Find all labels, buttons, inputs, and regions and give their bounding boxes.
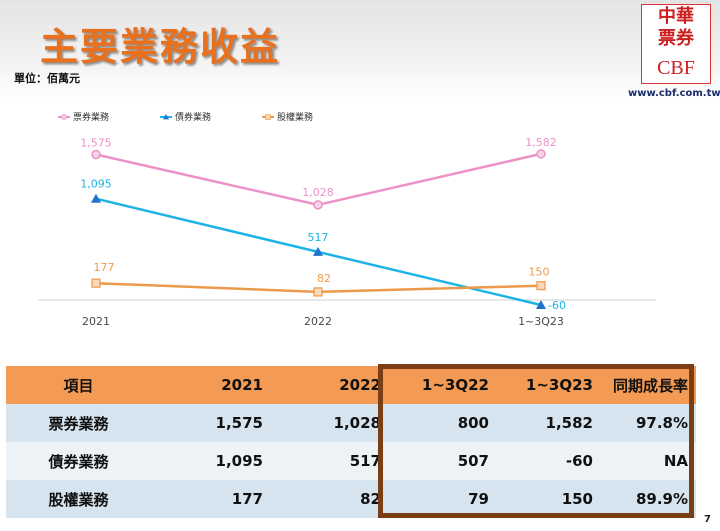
x-tick-label: 2022 bbox=[304, 315, 332, 328]
table-cell: 債券業務 bbox=[6, 442, 151, 480]
header-2022: 2022 bbox=[271, 366, 389, 404]
logo-english: CBF bbox=[657, 57, 695, 79]
legend-entry: 票券業務 bbox=[73, 111, 109, 123]
series-markers bbox=[91, 149, 546, 309]
table-row: 股權業務 177 82 79 150 89.9% bbox=[6, 480, 696, 518]
table-cell: 股權業務 bbox=[6, 480, 151, 518]
table-cell: -60 bbox=[497, 442, 601, 480]
chart-legend: 票券業務 債券業務 股權業務 bbox=[58, 111, 313, 123]
table-row: 債券業務 1,095 517 507 -60 NA bbox=[6, 442, 696, 480]
table-cell: 507 bbox=[389, 442, 497, 480]
data-point bbox=[313, 200, 323, 210]
data-label: 150 bbox=[529, 266, 550, 279]
table-cell: 82 bbox=[271, 480, 389, 518]
legend-entry: 股權業務 bbox=[277, 111, 313, 123]
unit-label: 單位：佰萬元 bbox=[14, 72, 80, 85]
table-row: 票券業務 1,575 1,028 800 1,582 97.8% bbox=[6, 404, 696, 442]
table-cell: 177 bbox=[151, 480, 271, 518]
logo-chinese-line2: 票券 bbox=[658, 28, 694, 49]
header-2021: 2021 bbox=[151, 366, 271, 404]
table-cell: 1,028 bbox=[271, 404, 389, 442]
x-tick-label: 1~3Q23 bbox=[518, 315, 564, 328]
table-cell: 1,575 bbox=[151, 404, 271, 442]
data-point bbox=[91, 193, 101, 203]
header-band bbox=[0, 0, 720, 105]
table-cell: 150 bbox=[497, 480, 601, 518]
table-cell: 1,582 bbox=[497, 404, 601, 442]
table-cell: NA bbox=[601, 442, 696, 480]
company-logo: 中華 票券 CBF bbox=[641, 4, 711, 84]
table-cell: 79 bbox=[389, 480, 497, 518]
header-yoy-growth: 同期成長率 bbox=[601, 366, 696, 404]
table-header-row: 項目 2021 2022 1~3Q22 1~3Q23 同期成長率 bbox=[6, 366, 696, 404]
data-label: 1,028 bbox=[302, 186, 334, 199]
table-cell: 1,095 bbox=[151, 442, 271, 480]
data-point bbox=[536, 149, 546, 159]
data-point bbox=[91, 278, 101, 288]
data-label: 1,095 bbox=[80, 178, 112, 191]
header-1-3q23: 1~3Q23 bbox=[497, 366, 601, 404]
table-cell: 97.8% bbox=[601, 404, 696, 442]
logo-chinese-line1: 中華 bbox=[658, 6, 694, 27]
table-cell: 800 bbox=[389, 404, 497, 442]
header-item: 項目 bbox=[6, 366, 151, 404]
header-1-3q22: 1~3Q22 bbox=[389, 366, 497, 404]
table-cell: 票券業務 bbox=[6, 404, 151, 442]
data-point bbox=[313, 287, 323, 297]
data-point bbox=[91, 149, 101, 160]
data-label: 82 bbox=[317, 272, 331, 285]
line-chart: 票券業務 債券業務 股權業務 1,5751,0281,5821,095517-601… bbox=[38, 111, 656, 328]
data-labels: 1,575 1,028 1,582 1,095 517 -60 177 82 150 bbox=[80, 136, 566, 312]
page-number: 7 bbox=[704, 514, 711, 525]
legend-marker bbox=[61, 114, 67, 120]
data-point bbox=[536, 300, 546, 309]
legend-entry: 債券業務 bbox=[175, 111, 211, 123]
x-tick-labels: 2021 2022 1~3Q23 bbox=[82, 315, 564, 328]
data-label: 517 bbox=[308, 231, 329, 244]
page-title: 主要業務收益 bbox=[40, 25, 281, 69]
table-cell: 89.9% bbox=[601, 480, 696, 518]
data-point bbox=[313, 246, 323, 256]
data-label: 1,575 bbox=[80, 137, 112, 150]
table-cell: 517 bbox=[271, 442, 389, 480]
data-point bbox=[536, 281, 546, 291]
legend-marker bbox=[265, 114, 271, 120]
legend-marker bbox=[163, 114, 169, 120]
x-tick-label: 2021 bbox=[82, 315, 110, 328]
data-label: 177 bbox=[94, 261, 115, 274]
revenue-table: 項目 2021 2022 1~3Q22 1~3Q23 同期成長率 票券業務 1,… bbox=[6, 366, 696, 518]
website-link[interactable]: www.cbf.com.tw bbox=[628, 88, 720, 99]
data-label: 1,582 bbox=[525, 136, 557, 149]
data-label: -60 bbox=[548, 299, 566, 312]
